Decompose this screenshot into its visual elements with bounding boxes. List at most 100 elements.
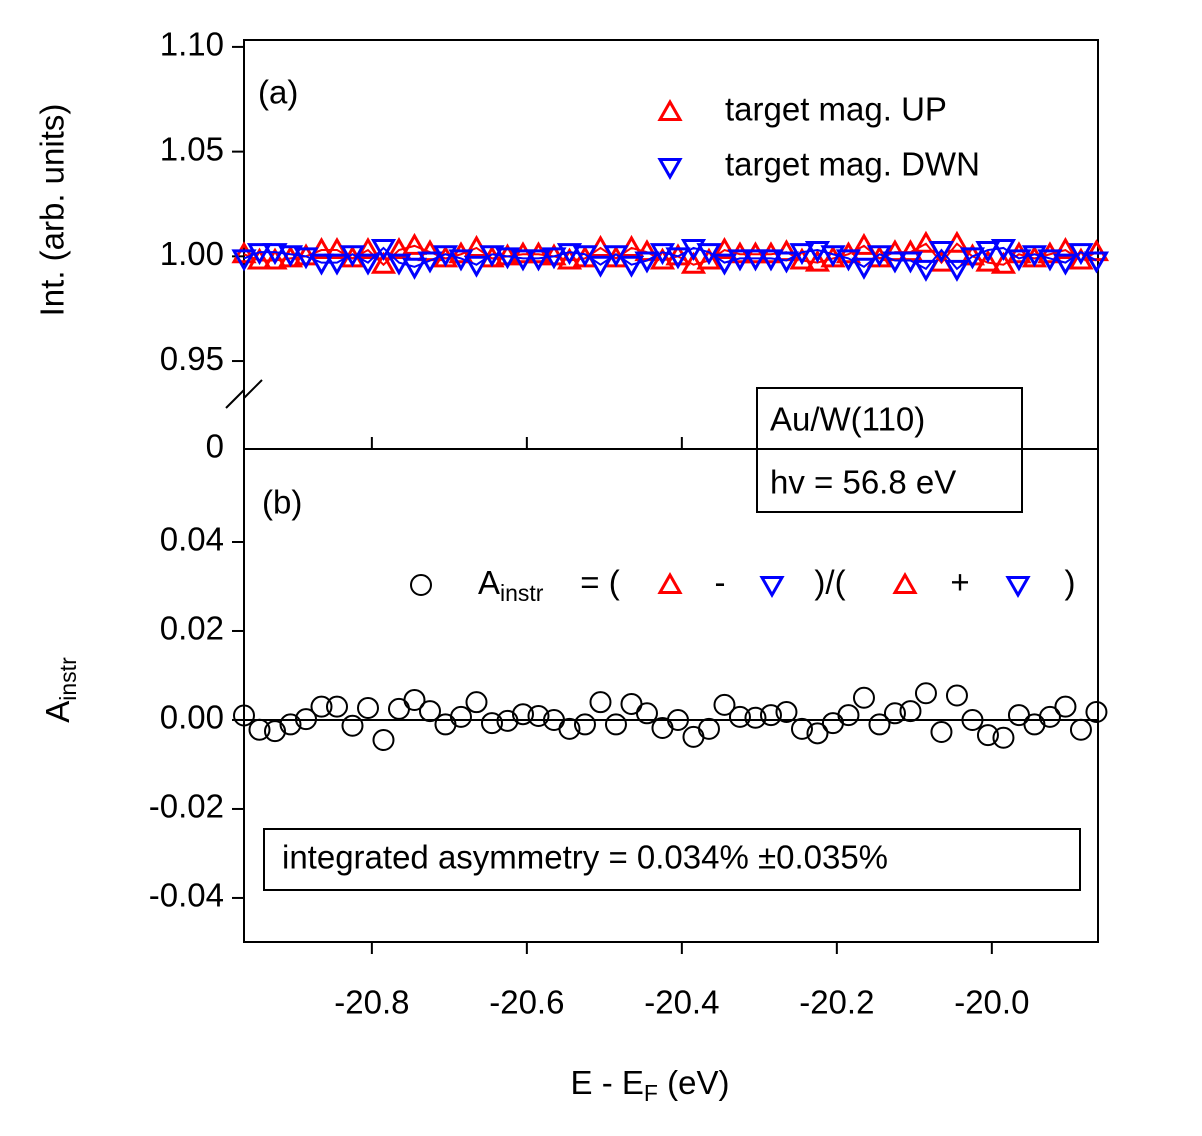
data-point xyxy=(651,716,674,739)
data-point xyxy=(479,245,505,268)
data-point xyxy=(620,692,643,715)
annotation: Au/W(110) xyxy=(770,401,925,438)
legend-marker xyxy=(657,158,683,181)
data-point xyxy=(711,253,738,276)
data-point xyxy=(262,247,288,270)
x-tick-label: -20.0 xyxy=(954,984,1029,1021)
x-axis-label-part: E - E xyxy=(571,1064,644,1101)
data-point xyxy=(310,695,333,718)
data-point xyxy=(914,682,937,705)
data-point xyxy=(589,691,612,714)
data-point xyxy=(246,243,273,266)
plot-frame xyxy=(243,448,1099,943)
data-point xyxy=(868,713,891,736)
legend-marker xyxy=(410,574,432,596)
data-point xyxy=(976,724,999,747)
annotation-box xyxy=(263,828,1081,891)
legend-label-main: A xyxy=(478,564,500,601)
data-point xyxy=(418,700,441,723)
data-point xyxy=(262,243,288,266)
data-point xyxy=(680,251,707,274)
data-point xyxy=(355,253,381,276)
legend-formula: - xyxy=(715,564,726,601)
data-point xyxy=(1052,253,1079,276)
data-point xyxy=(649,247,676,270)
data-point xyxy=(356,696,379,719)
legend-formula: + xyxy=(950,564,969,601)
legend-marker xyxy=(657,571,683,594)
legend-label-sub: instr xyxy=(500,580,544,606)
data-point xyxy=(403,688,426,711)
data-point xyxy=(541,247,567,270)
data-point xyxy=(959,247,986,270)
data-point xyxy=(775,700,798,723)
data-point xyxy=(1085,700,1108,723)
axis-break xyxy=(225,389,245,409)
data-point xyxy=(697,717,720,740)
data-point xyxy=(975,249,1001,272)
data-point xyxy=(665,247,691,270)
data-point xyxy=(434,713,457,736)
data-point xyxy=(233,704,255,727)
data-point xyxy=(510,249,536,272)
panel-label: (b) xyxy=(262,484,302,521)
data-point xyxy=(525,249,552,272)
y-tick-label: 0.02 xyxy=(160,610,224,647)
annotation: hv = 56.8 eV xyxy=(770,464,956,501)
y-tick-label: -0.02 xyxy=(149,788,224,825)
data-point xyxy=(820,245,846,268)
data-point xyxy=(821,712,844,735)
data-point xyxy=(618,255,645,278)
data-point xyxy=(246,247,273,270)
data-point xyxy=(961,708,984,731)
data-point xyxy=(804,241,831,264)
data-point xyxy=(465,691,488,714)
y-tick-label: 1.10 xyxy=(160,26,224,63)
y-tick-label: 1.05 xyxy=(160,130,224,167)
data-point xyxy=(990,251,1017,274)
x-tick-label: -20.4 xyxy=(644,984,719,1021)
data-point xyxy=(1006,249,1032,272)
data-point xyxy=(852,686,875,709)
data-point xyxy=(572,245,598,268)
data-point xyxy=(945,684,968,707)
data-point xyxy=(587,255,614,278)
data-point xyxy=(1038,705,1061,728)
data-point xyxy=(1037,241,1063,264)
data-point xyxy=(711,237,738,260)
data-point xyxy=(231,249,257,272)
data-point xyxy=(866,245,893,268)
x-axis-label-sub: F xyxy=(644,1080,658,1106)
legend-label: target mag. DWN xyxy=(725,146,980,183)
data-point xyxy=(758,249,784,272)
data-point xyxy=(1052,237,1079,260)
data-point xyxy=(851,232,877,255)
data-point xyxy=(899,700,922,723)
data-point xyxy=(558,717,581,740)
x-axis-label: E - EF (eV) xyxy=(571,1064,730,1106)
data-point xyxy=(928,241,955,264)
annotation: integrated asymmetry = 0.034% ±0.035% xyxy=(282,839,888,876)
y-tick-label: 1.00 xyxy=(160,235,224,272)
data-point xyxy=(992,726,1015,749)
x-tick-label: -20.8 xyxy=(334,984,409,1021)
y-tick-label: 0.04 xyxy=(160,521,224,558)
data-point xyxy=(728,705,751,728)
data-point xyxy=(804,249,831,272)
axis-break xyxy=(243,379,263,399)
y-axis-label: Ainstr xyxy=(39,657,81,723)
data-point xyxy=(277,245,304,268)
legend-marker xyxy=(657,98,683,121)
data-point xyxy=(401,232,428,255)
data-point xyxy=(680,238,707,261)
data-point xyxy=(556,247,583,270)
legend-label: target mag. UP xyxy=(725,91,947,128)
x-tick-label: -20.2 xyxy=(799,984,874,1021)
data-point xyxy=(990,238,1017,261)
data-point xyxy=(635,702,658,725)
legend-marker xyxy=(759,576,785,599)
data-point xyxy=(293,247,319,270)
data-point xyxy=(401,257,428,280)
data-point xyxy=(370,251,397,274)
